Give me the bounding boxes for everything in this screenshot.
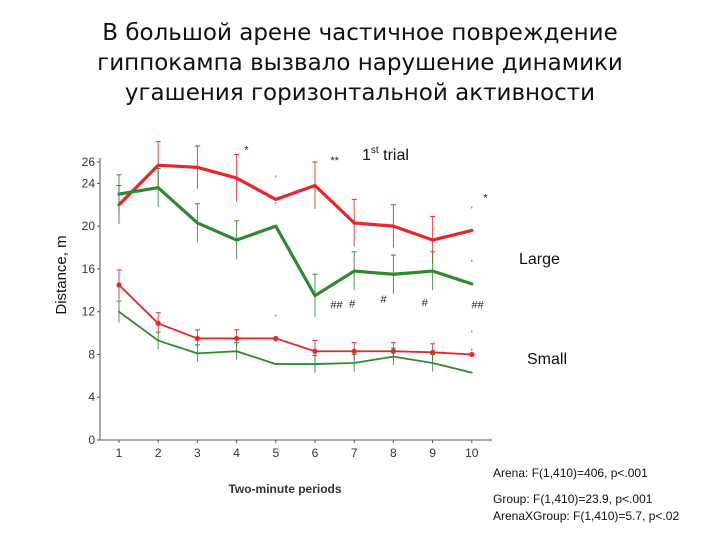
series-line-2: [118, 284, 473, 356]
significance-marker: *: [244, 144, 249, 156]
data-point: [469, 351, 475, 358]
title-line-3: угашения горизонтальной активности: [124, 80, 596, 106]
y-tick-label: 24: [82, 176, 96, 190]
y-tick-label: 26: [82, 155, 96, 169]
series-line-0: [117, 163, 474, 242]
title-line-2: гиппокампа вызвало нарушение динамики: [97, 50, 623, 76]
x-tick-label: 9: [429, 446, 436, 460]
significance-marker: **: [330, 155, 339, 167]
x-tick-label: 2: [155, 446, 162, 460]
significance-marker: #: [422, 297, 429, 309]
significance-marker: ##: [472, 299, 485, 311]
y-tick-label: 4: [88, 390, 95, 404]
x-tick-label: 7: [351, 446, 358, 460]
x-tick-label: 4: [233, 446, 240, 460]
x-tick-label: 5: [272, 446, 279, 460]
x-tick-label: 3: [194, 446, 201, 460]
data-point: [194, 335, 200, 342]
y-tick-label: 8: [88, 347, 95, 361]
data-point: [430, 349, 436, 355]
data-point: [312, 348, 318, 354]
title-line-1: В большой арене частичное повреждение: [102, 20, 618, 46]
group-label-small: Small: [527, 351, 567, 368]
significance-marker: #: [381, 294, 388, 306]
significance-marker: ##: [330, 299, 343, 311]
x-tick-label: 6: [312, 446, 319, 460]
group-label-large: Large: [519, 251, 560, 268]
data-point: [351, 348, 357, 354]
series-line-3: [118, 310, 473, 374]
y-tick-label: 20: [82, 219, 96, 233]
x-tick-label: 10: [465, 446, 479, 460]
stat-arena: Arena: F(1,410)=406, p<.001: [493, 466, 648, 480]
x-tick-label: 1: [116, 446, 123, 460]
y-tick-label: 12: [82, 305, 96, 319]
y-tick-label: 16: [82, 262, 96, 276]
stat-group: Group: F(1,410)=23.9, p<.001: [493, 492, 653, 506]
significance-marker: *: [483, 193, 488, 205]
data-point: [273, 335, 279, 342]
stat-interaction: ArenaXGroup: F(1,410)=5.7, p<.02: [493, 509, 680, 523]
series-line-1: [117, 186, 474, 298]
x-tick-label: 8: [390, 446, 397, 460]
y-tick-label: 0: [88, 433, 95, 447]
data-point: [116, 282, 122, 288]
x-axis-title: Two-minute periods: [228, 482, 341, 496]
trial-label: 1st trial: [362, 145, 409, 164]
significance-marker: #: [349, 298, 356, 310]
data-point: [234, 335, 240, 342]
data-point: [155, 320, 161, 327]
y-axis-title: Distance, m: [53, 235, 70, 314]
slide-title: В большой арене частичное повреждение ги…: [60, 18, 660, 108]
